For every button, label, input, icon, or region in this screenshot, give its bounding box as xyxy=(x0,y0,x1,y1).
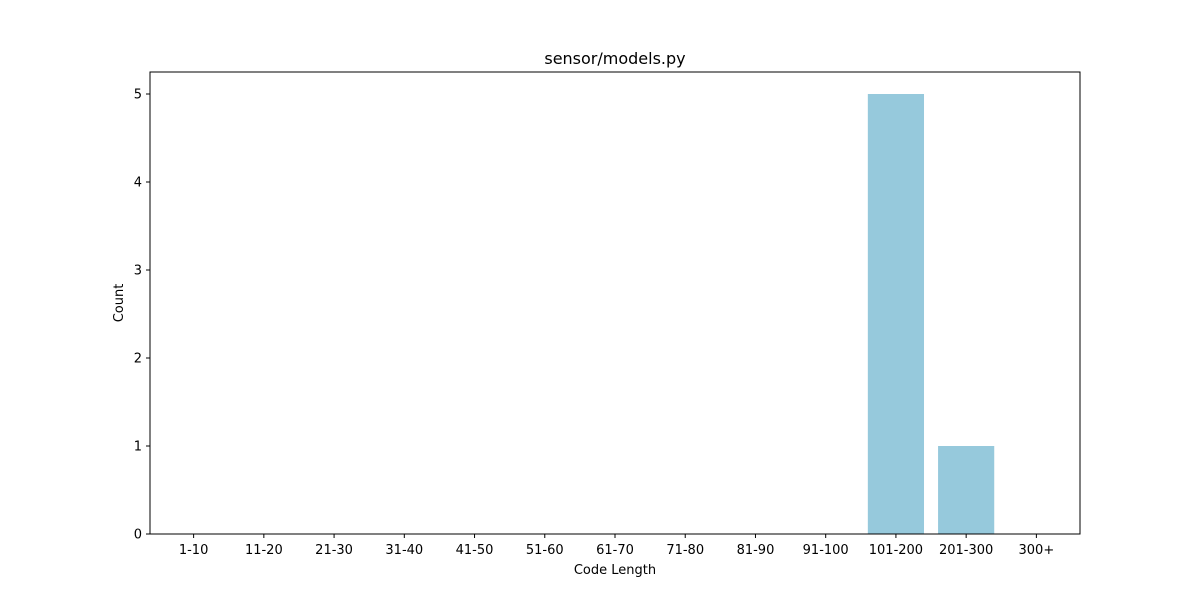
x-tick-label: 41-50 xyxy=(456,543,494,558)
y-tick-label: 5 xyxy=(134,88,142,103)
x-tick-label: 21-30 xyxy=(315,543,353,558)
bars-layer xyxy=(867,94,995,534)
x-tick-label: 81-90 xyxy=(737,543,775,558)
x-tick-label: 31-40 xyxy=(385,543,423,558)
y-tick-label: 0 xyxy=(134,528,142,543)
x-tick-label: 91-100 xyxy=(803,543,849,558)
x-axis-label: Code Length xyxy=(574,563,656,578)
x-tick-label: 61-70 xyxy=(596,543,634,558)
x-axis: 1-10 11-20 21-30 31-40 41-50 51-60 61-70 71-80 8… xyxy=(179,534,1054,558)
y-axis-label: Count xyxy=(112,284,127,323)
bar-201-300 xyxy=(938,446,995,534)
x-tick-label: 101-200 xyxy=(869,543,923,558)
x-tick-label: 1-10 xyxy=(179,543,209,558)
y-tick-label: 2 xyxy=(134,352,142,367)
y-tick-label: 1 xyxy=(134,440,142,455)
x-tick-label: 201-300 xyxy=(939,543,993,558)
chart-title: sensor/models.py xyxy=(544,49,685,68)
x-tick-label: 11-20 xyxy=(245,543,283,558)
y-tick-label: 4 xyxy=(134,176,142,191)
y-axis: 0 1 2 3 4 5 xyxy=(134,88,150,543)
x-tick-label: 71-80 xyxy=(666,543,704,558)
y-tick-label: 3 xyxy=(134,264,142,279)
x-tick-label: 51-60 xyxy=(526,543,564,558)
bar-101-200 xyxy=(867,94,925,534)
x-tick-label: 300+ xyxy=(1019,543,1055,558)
